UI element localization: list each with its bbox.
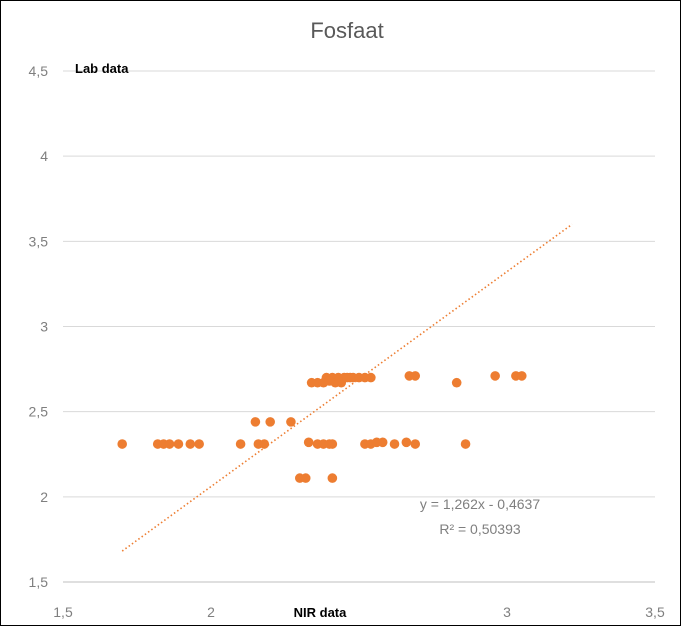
data-point [300,473,311,483]
data-point [303,437,314,448]
data-point [377,437,388,448]
y-tick-label: 4,5 [29,63,49,79]
y-tick-label: 2 [40,489,48,505]
data-point [286,417,296,427]
chart-title: Fosfaat [310,18,383,43]
data-point [517,371,527,381]
y-tick-label: 4 [40,148,48,164]
x-tick-label: 1,5 [53,604,73,620]
data-point [235,439,246,449]
data-point [117,439,127,449]
y-axis-label: Lab data [75,61,129,76]
y-tick-label: 3,5 [29,233,49,249]
x-axis-label: NIR data [294,605,348,620]
data-point [194,439,204,449]
data-point [250,417,261,427]
y-tick-label: 3 [40,319,48,335]
data-point [401,437,412,448]
x-tick-label: 2 [207,604,215,620]
data-point [173,439,184,449]
data-point [259,439,270,449]
data-point [490,371,500,381]
data-points [117,371,527,483]
trendline-r-squared: R² = 0,50393 [439,521,521,537]
data-point [327,473,338,483]
data-point [460,439,471,449]
data-point [265,417,276,427]
data-point [333,376,344,386]
gridlines [63,70,655,583]
x-tick-label: 3 [503,604,511,620]
data-point [366,372,376,383]
data-point [324,376,335,386]
trendline-equation: y = 1,262x - 0,4637 [420,496,540,512]
y-tick-label: 1,5 [29,574,49,590]
y-tick-label: 2,5 [29,404,49,420]
tick-labels: 1,5 2 2,5 3 3,5 4 4,5 1,5 2 3 3,5 [29,63,665,620]
trendline-layer [121,223,573,552]
data-point [342,372,352,383]
data-point [451,377,462,388]
data-point [410,439,421,449]
data-point [410,371,421,381]
data-point [185,439,196,449]
data-point [327,439,338,449]
data-point [164,439,175,449]
trendline [121,223,573,552]
x-tick-label: 3,5 [645,604,665,620]
data-point [389,439,400,449]
